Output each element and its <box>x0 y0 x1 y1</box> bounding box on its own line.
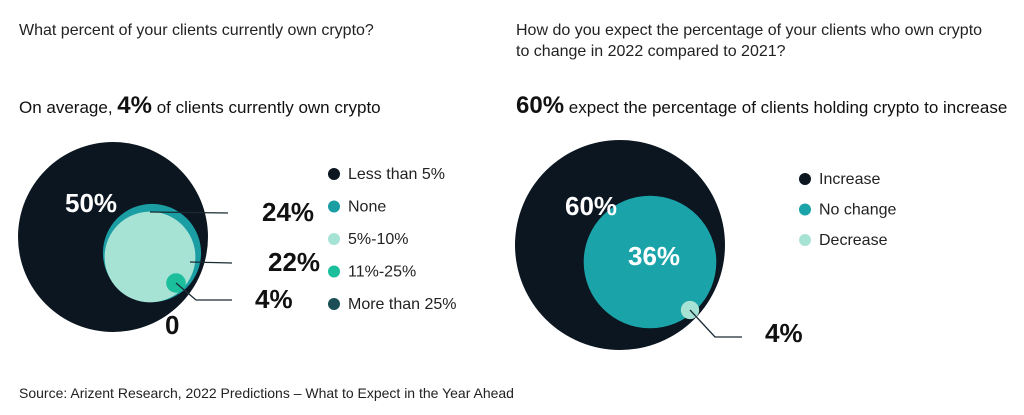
subtitle-part: 4% <box>117 92 152 119</box>
legend-label: Decrease <box>819 232 888 249</box>
value-label: 4% <box>255 284 293 314</box>
legend-swatch <box>799 234 811 246</box>
value-label: 60% <box>565 191 617 221</box>
leader-line <box>189 261 233 264</box>
legend-label: Increase <box>819 171 880 188</box>
leader-line <box>175 282 232 301</box>
subtitle-part: of clients currently own crypto <box>156 98 381 117</box>
leader-line <box>149 211 229 214</box>
subtitle-part: expect the percentage of clients holding… <box>568 98 1008 117</box>
legend-swatch <box>328 298 340 310</box>
subtitle: On average, 4% of clients currently own … <box>19 92 381 120</box>
legend-swatch <box>799 203 811 216</box>
legend-label: Less than 5% <box>348 166 445 183</box>
value-label: 0 <box>165 310 179 340</box>
value-label: 50% <box>65 188 117 218</box>
legend-swatch <box>328 233 340 245</box>
subtitle-part: On average, <box>19 98 113 117</box>
legend-swatch <box>799 173 811 185</box>
value-label: 4% <box>765 318 803 348</box>
legend-label: No change <box>819 202 896 219</box>
source: Source: Arizent Research, 2022 Predictio… <box>19 385 514 401</box>
subtitle-part: 60% <box>516 92 565 119</box>
subtitle: 60% expect the percentage of clients hol… <box>516 92 1007 120</box>
value-label: 24% <box>262 197 314 227</box>
value-label: 22% <box>268 247 320 277</box>
legend-label: 11%-25% <box>348 264 416 281</box>
legend-swatch <box>328 265 340 278</box>
chart-title: What percent of your clients currently o… <box>19 22 374 39</box>
bubble <box>583 195 717 329</box>
value-label: 36% <box>628 241 680 271</box>
legend-label: None <box>348 199 386 216</box>
legend-swatch <box>328 200 340 213</box>
legend-label: More than 25% <box>348 296 457 313</box>
legend-swatch <box>328 168 340 180</box>
leader-line <box>689 309 742 338</box>
legend-label: 5%-10% <box>348 231 408 248</box>
chart-title: How do you expect the percentage of your… <box>516 22 983 60</box>
